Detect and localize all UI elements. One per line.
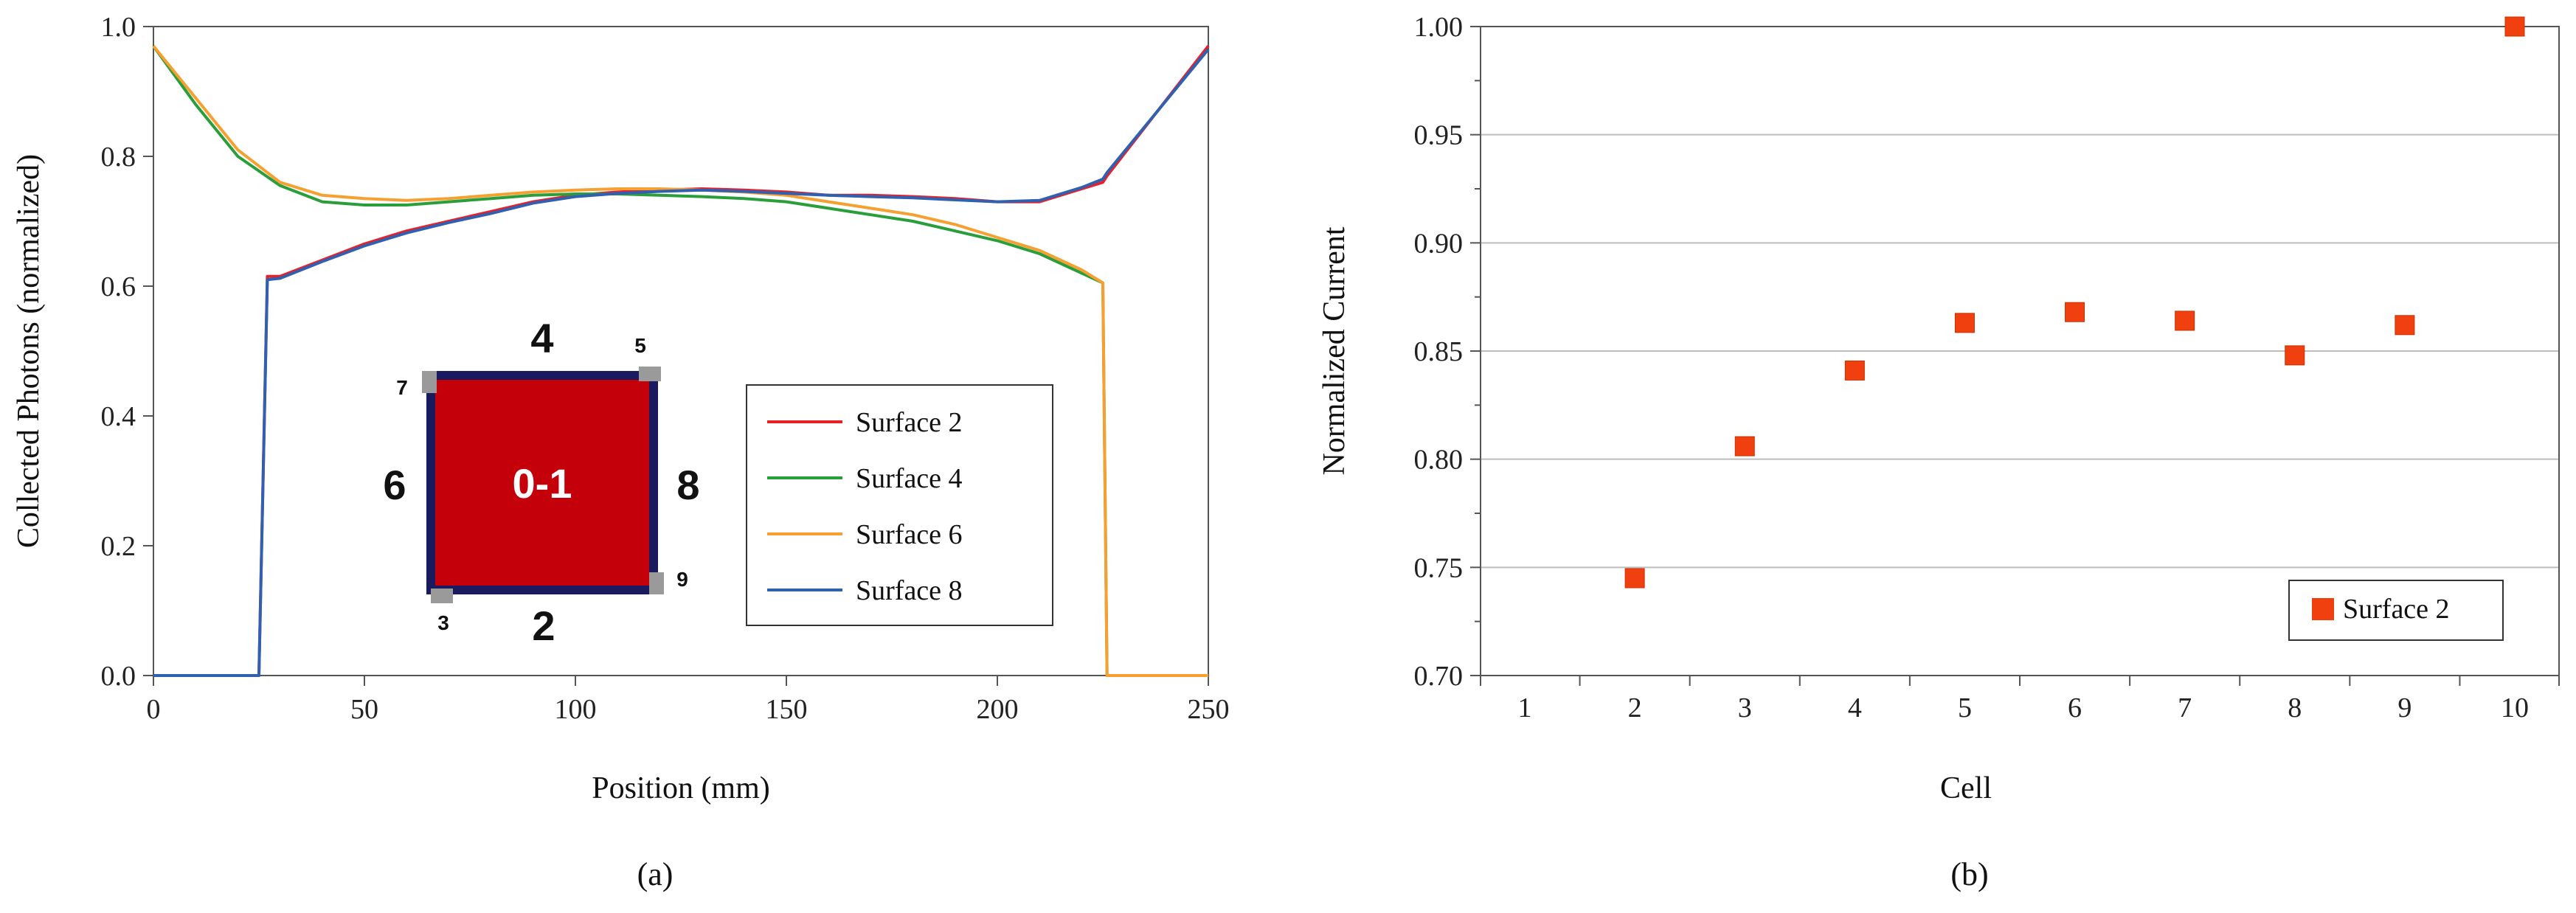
chart-b-xtick-label: 5 [1958, 692, 1972, 723]
chart-b-xtick-label: 10 [2501, 692, 2529, 723]
legend-label-surface-2-b: Surface 2 [2343, 594, 2450, 625]
inset-right-label: 8 [676, 462, 699, 508]
inset-center-label: 0-1 [513, 460, 572, 507]
chart-a-ytick-label: 0.6 [101, 271, 136, 302]
data-point-cell-2 [1624, 568, 1645, 589]
inset-corner-br [649, 572, 664, 594]
chart-a-xtick-label: 100 [555, 694, 597, 725]
chart-b-xtick-label: 2 [1628, 692, 1642, 723]
chart-b-ytick-label: 1.00 [1414, 12, 1464, 43]
data-point-cell-10 [2504, 16, 2525, 37]
chart-a-xlabel: Position (mm) [592, 771, 770, 805]
chart-a-ytick-label: 0.0 [101, 661, 136, 692]
chart-b-xtick-label: 3 [1738, 692, 1752, 723]
chart-a-xtick-label: 200 [977, 694, 1019, 725]
legend-label-surface-8: Surface 8 [856, 575, 963, 606]
chart-a-ytick-label: 0.8 [101, 142, 136, 173]
data-point-cell-5 [1954, 313, 1975, 333]
chart-b-ytick-label: 0.85 [1414, 336, 1464, 367]
chart-a-ylabel: Collected Photons (normalized) [12, 154, 46, 548]
legend-label-surface-6: Surface 6 [856, 519, 963, 550]
chart-a-xtick-label: 150 [766, 694, 808, 725]
legend-label-surface-2: Surface 2 [856, 407, 963, 438]
data-point-cell-6 [2065, 302, 2085, 322]
chart-a-ytick-label: 1.0 [101, 12, 136, 43]
chart-b-ylabel: Normalized Current [1318, 226, 1351, 475]
data-point-cell-4 [1844, 360, 1865, 381]
chart-b-ytick-label: 0.80 [1414, 445, 1464, 476]
data-point-cell-3 [1734, 436, 1755, 456]
legend-swatch-surface-2-b [2312, 598, 2334, 620]
chart-b-ytick-label: 0.95 [1414, 120, 1464, 151]
chart-a-frame [153, 26, 1209, 676]
chart-b-xtick-label: 4 [1848, 692, 1862, 723]
inset-bottom-label: 2 [532, 603, 555, 649]
inset-corner-tr [639, 367, 661, 381]
chart-a: 0 50 100 150 200 250 0.0 0.2 0.4 0.6 0.8 1.0 Positi… [12, 12, 1230, 892]
chart-b-ytick-label: 0.90 [1414, 228, 1464, 259]
inset-top-label: 4 [530, 315, 553, 361]
chart-b-ytick-label: 0.75 [1414, 552, 1464, 583]
series-line-surface-4 [152, 45, 1208, 677]
chart-b-xtick-label: 6 [2068, 692, 2082, 723]
inset-corner-tl [422, 371, 437, 393]
inset-diagram: 0-1 4 2 6 8 5 7 3 9 [383, 315, 699, 649]
chart-a-xtick-label: 0 [147, 694, 161, 725]
inset-corner-tr-label: 5 [634, 334, 646, 357]
chart-b-legend: Surface 2 [2288, 580, 2504, 641]
chart-b-xtick-label: 7 [2178, 692, 2192, 723]
inset-square [435, 380, 649, 586]
chart-b-xtick-label: 9 [2397, 692, 2411, 723]
chart-a-xtick-label: 50 [350, 694, 378, 725]
data-point-cell-7 [2175, 310, 2195, 331]
chart-a-legend: Surface 2 Surface 4 Surface 6 Surface 8 [746, 384, 1053, 626]
inset-corner-bl [431, 589, 453, 603]
chart-b-xtick-label: 8 [2288, 692, 2302, 723]
chart-a-panel-label: (a) [637, 856, 674, 892]
chart-a-legend-box [746, 384, 1053, 626]
data-point-cell-9 [2395, 315, 2415, 336]
inset-left-label: 6 [383, 462, 406, 508]
data-point-cell-8 [2285, 345, 2305, 366]
chart-b: 0.700.750.800.850.900.951.001 2 3 4 5 6 7 8 9 10 … [1318, 12, 2560, 892]
chart-b-ytick-label: 0.70 [1414, 661, 1464, 692]
chart-b-panel-label: (b) [1950, 856, 1988, 892]
inset-corner-br-label: 9 [676, 568, 688, 591]
chart-a-ytick-label: 0.2 [101, 531, 136, 562]
chart-a-ytick-label: 0.4 [101, 401, 136, 432]
series-line-surface-8 [153, 48, 1210, 677]
chart-a-xtick-label: 250 [1188, 694, 1230, 725]
inset-corner-tl-label: 7 [396, 376, 408, 399]
chart-b-xlabel: Cell [1940, 771, 1992, 805]
legend-label-surface-4: Surface 4 [856, 463, 963, 494]
chart-b-xtick-label: 1 [1518, 692, 1532, 723]
inset-corner-bl-label: 3 [437, 611, 449, 634]
